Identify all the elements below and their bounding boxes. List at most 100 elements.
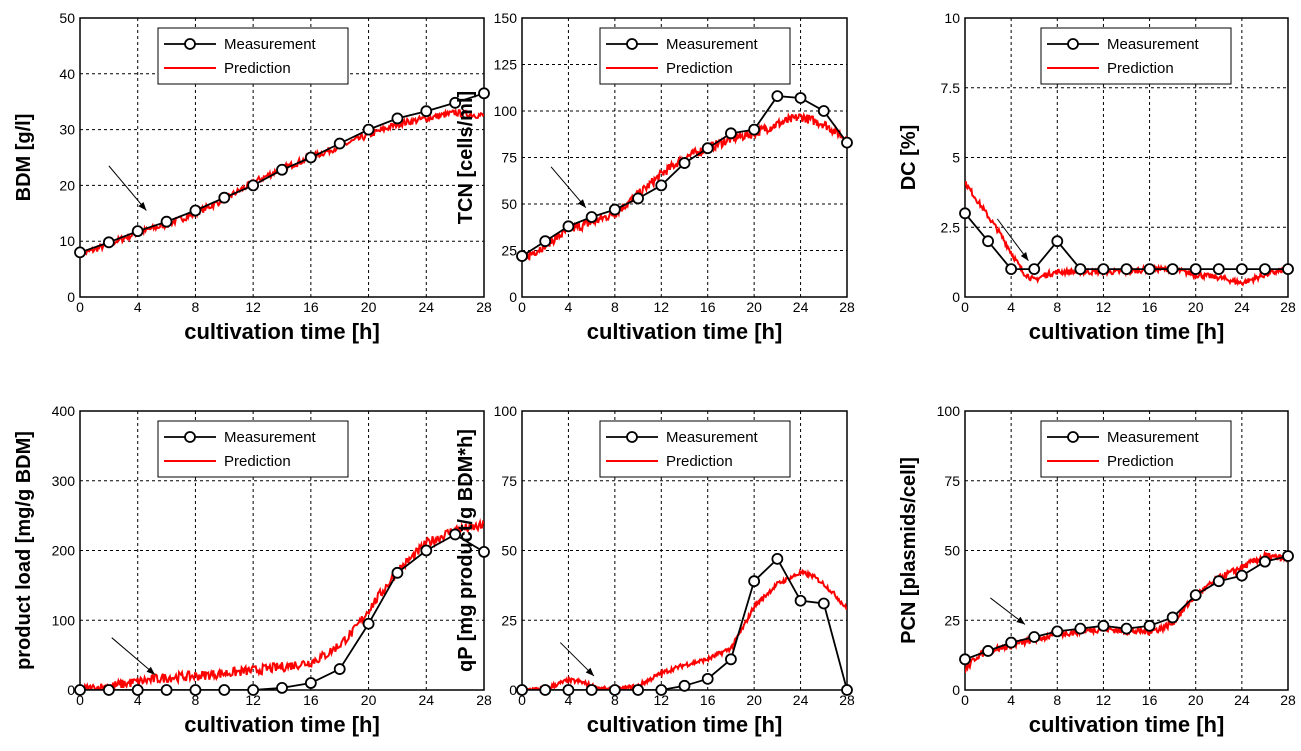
measurement-point (817, 105, 830, 117)
measurement-point (304, 677, 317, 689)
x-tick-label: 24 (418, 692, 434, 708)
measurement-point (771, 90, 784, 103)
measurement-point (794, 594, 807, 607)
x-tick-label: 24 (793, 299, 809, 315)
measurement-point (771, 552, 784, 565)
measurement-point (1074, 622, 1087, 635)
legend-box (599, 27, 791, 85)
measurement-point (478, 545, 490, 558)
y-tick-label: 30 (59, 122, 75, 138)
y-tick-label: 7.5 (941, 80, 961, 96)
measurement-point (420, 544, 433, 557)
x-tick-label: 0 (76, 692, 84, 708)
measurement-point (1143, 619, 1156, 632)
x-tick-label: 0 (518, 692, 526, 708)
annotation-arrow-head (1020, 252, 1029, 261)
measurement-point (1212, 263, 1225, 276)
measurement-point (276, 682, 288, 694)
chart-panel-3: 0 4 8 12 16 20 24 28 0 2.5 5 7.5 10 cultivation time … (898, 10, 1296, 344)
x-tick-label: 12 (1096, 692, 1112, 708)
y-tick-label: 25 (501, 612, 517, 628)
x-axis-label: cultivation time [h] (1029, 319, 1225, 344)
y-axis-label: TCN [cells/ml] (455, 91, 477, 224)
measurement-point (160, 215, 173, 228)
measurement-point (562, 220, 575, 233)
x-axis-label: cultivation time [h] (1029, 712, 1225, 737)
x-tick-label: 4 (134, 692, 142, 708)
legend-measurement-marker (184, 38, 196, 50)
annotation-arrow-head (138, 202, 147, 211)
legend-prediction-label: Prediction (224, 453, 291, 470)
x-tick-label: 12 (1096, 299, 1112, 315)
y-tick-label: 10 (944, 10, 960, 26)
x-tick-label: 12 (653, 692, 669, 708)
measurement-point (247, 684, 260, 696)
measurement-point (655, 179, 668, 192)
y-tick-label: 75 (944, 473, 960, 489)
y-tick-label: 10 (59, 233, 75, 249)
measurement-point (391, 112, 404, 125)
measurement-point (1074, 263, 1087, 276)
x-tick-label: 28 (839, 692, 855, 708)
measurement-point (362, 123, 375, 136)
legend-measurement-label: Measurement (666, 36, 759, 53)
x-axis-label: cultivation time [h] (587, 712, 783, 737)
measurement-point (585, 684, 598, 696)
prediction-line (522, 568, 847, 690)
x-tick-label: 0 (76, 299, 84, 315)
y-tick-label: 75 (501, 473, 517, 489)
measurement-point (982, 645, 994, 657)
measurement-point (304, 151, 317, 164)
measurement-point (1189, 589, 1202, 602)
measurement-point (276, 163, 288, 176)
x-tick-label: 4 (134, 299, 142, 315)
measurement-point (748, 575, 761, 588)
chart-panel-1: 0 4 8 12 16 20 24 28 0 10 20 30 40 50 cultivation time… (13, 10, 492, 344)
measurement-point (1028, 631, 1041, 643)
measurement-point (539, 684, 552, 696)
measurement-point (748, 123, 761, 136)
legend-prediction-label: Prediction (224, 60, 291, 77)
legend-measurement-marker (1067, 38, 1079, 50)
legend-measurement-marker (626, 431, 638, 443)
legend-box (1040, 27, 1232, 85)
y-tick-label: 100 (52, 612, 76, 628)
x-axis-label: cultivation time [h] (587, 319, 783, 344)
x-tick-label: 20 (361, 692, 377, 708)
y-tick-label: 0 (67, 289, 75, 305)
chart-panel-6: 0 4 8 12 16 20 24 28 0 25 50 75 100 cultivation time … (898, 403, 1296, 737)
x-tick-label: 20 (746, 299, 762, 315)
x-axis-label: cultivation time [h] (184, 712, 380, 737)
measurement-point (1120, 263, 1133, 276)
x-tick-label: 16 (1142, 299, 1158, 315)
measurement-point (189, 684, 202, 696)
measurement-point (1282, 263, 1294, 276)
y-axis-label: qP [mg product/g BDM*h] (455, 429, 477, 672)
x-tick-label: 16 (700, 299, 716, 315)
legend-prediction-label: Prediction (1107, 453, 1174, 470)
measurement-point (982, 235, 994, 248)
x-tick-label: 4 (565, 299, 573, 315)
x-tick-label: 16 (700, 692, 716, 708)
x-tick-label: 8 (611, 692, 619, 708)
measurement-point (608, 684, 621, 696)
x-tick-label: 20 (746, 692, 762, 708)
x-tick-label: 8 (192, 692, 200, 708)
measurement-point (608, 203, 621, 216)
measurement-point (189, 204, 202, 217)
legend-measurement-marker (626, 38, 638, 50)
measurement-point (1051, 235, 1064, 248)
chart-panel-5: 0 4 8 12 16 20 24 28 0 25 50 75 100 cultivation time … (455, 403, 855, 737)
measurement-point (959, 207, 971, 220)
measurement-point (102, 236, 115, 249)
legend-box (157, 27, 349, 85)
annotation-arrow-head (1016, 616, 1025, 625)
legend-measurement-marker (184, 431, 196, 443)
y-tick-label: 150 (494, 10, 518, 26)
y-tick-label: 50 (501, 196, 517, 212)
measurement-point (1005, 263, 1018, 276)
measurement-point (585, 211, 598, 223)
x-tick-label: 24 (1234, 299, 1250, 315)
